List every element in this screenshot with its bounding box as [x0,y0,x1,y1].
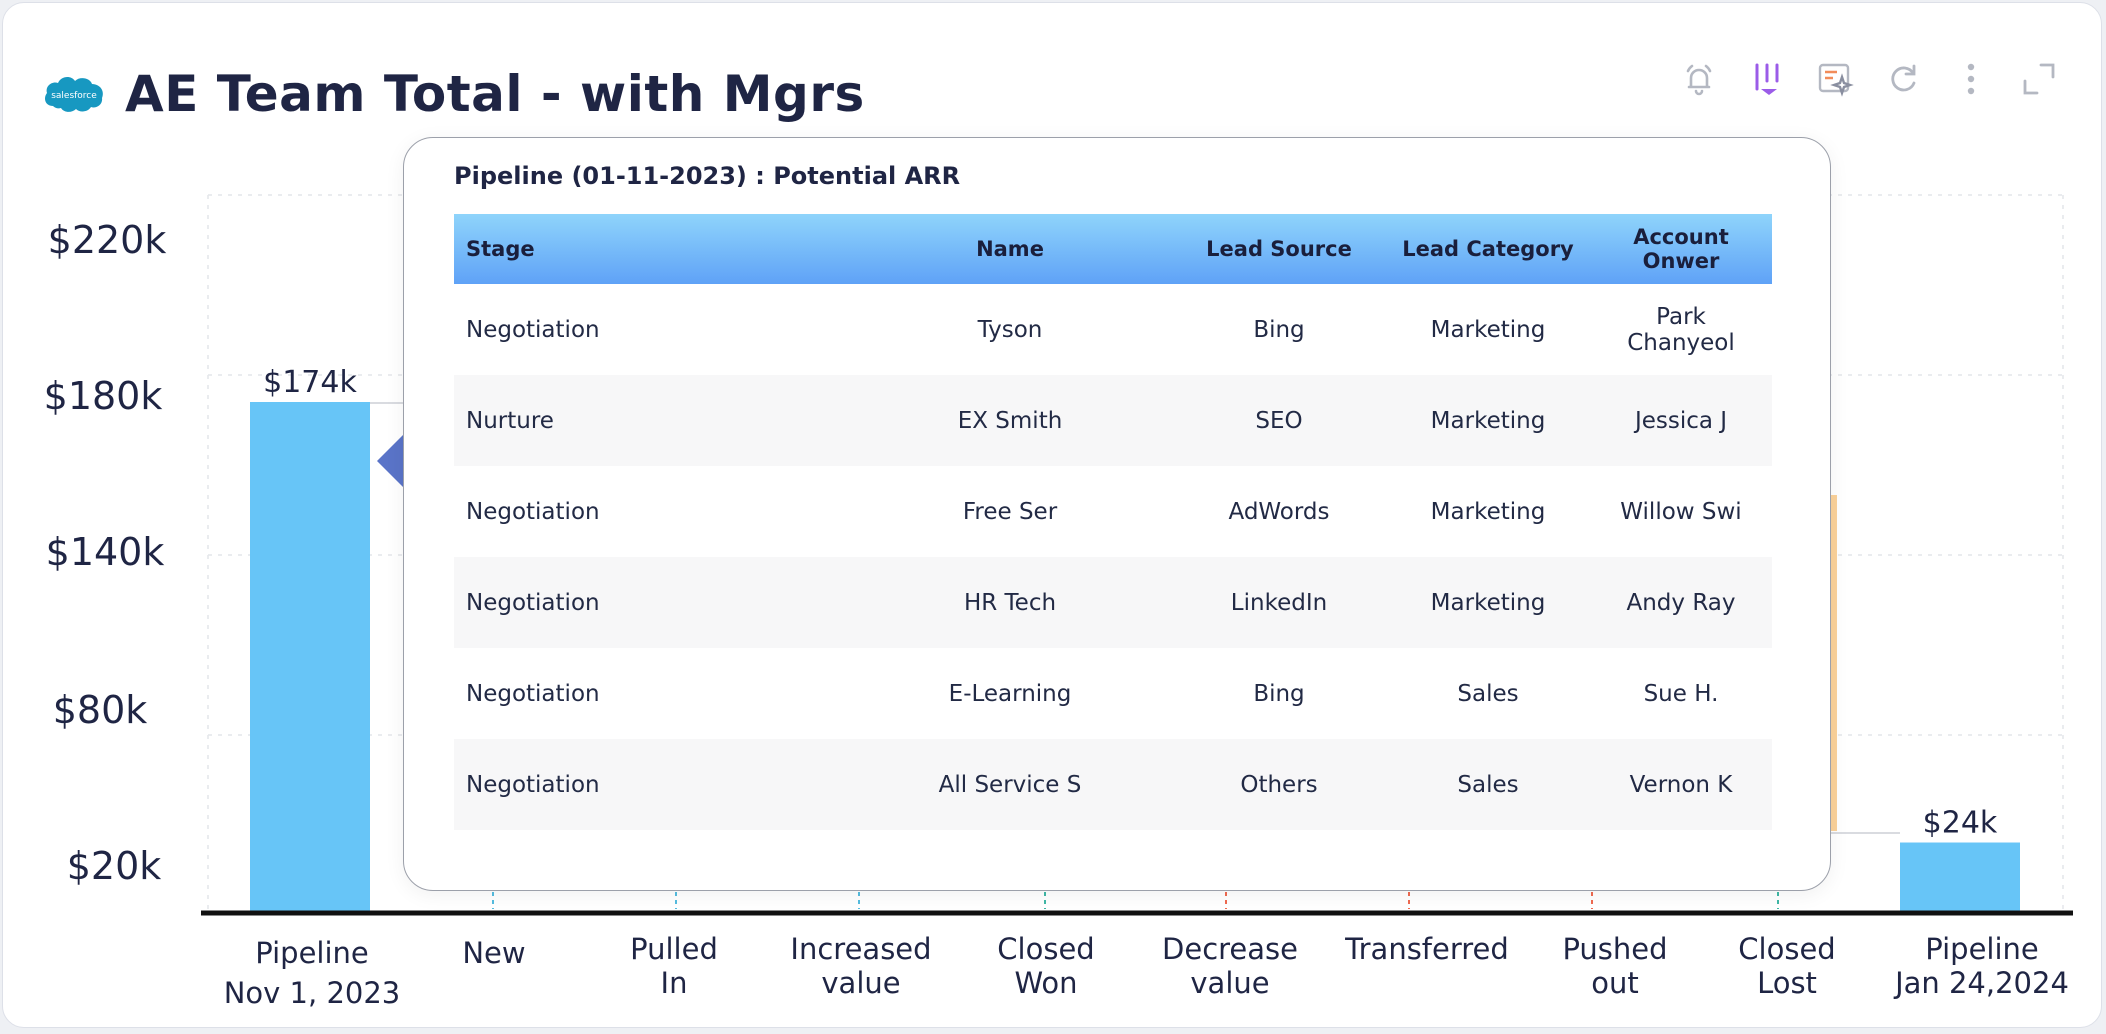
drilldown-popup: Pipeline (01-11-2023) : Potential ARR St… [403,137,1831,891]
cell-lead-category: Marketing [1430,407,1546,434]
records-table: Stage Name Lead Source Lead Category Acc… [454,214,1772,830]
cell-account-owner: Willow Swi [1620,498,1742,525]
cell-stage: Negotiation [466,316,600,343]
cell-lead-category: Marketing [1430,316,1546,343]
refresh-icon[interactable] [1883,59,1923,99]
cell-name: All Service S [938,771,1082,798]
x-tick-label: Pulled [630,932,718,966]
column-header-lead-source[interactable]: Lead Source [1206,237,1352,261]
cell-name: Tyson [977,316,1043,343]
x-tick-label: Lost [1757,966,1817,1000]
cell-account-owner: Park Chanyeol [1627,303,1735,356]
x-tick-label: value [1190,966,1269,1000]
y-tick-label: $80k [53,688,148,732]
cell-lead-source: Others [1240,771,1318,798]
x-tick-label: Increased [790,932,931,966]
y-axis: $220k $180k $140k $80k $20k [44,218,167,888]
cell-stage: Negotiation [466,771,600,798]
x-tick-label: In [661,966,688,1000]
x-tick-label: Transferred [1344,932,1509,966]
cell-lead-source: LinkedIn [1230,589,1328,616]
column-header-name[interactable]: Name [976,237,1044,261]
y-tick-label: $20k [67,844,162,888]
table-row[interactable]: Negotiation Free Ser AdWords Marketing W… [454,466,1772,557]
x-tick-label: Jan 24,2024 [1893,966,2069,1000]
cell-name: EX Smith [957,407,1063,434]
cell-lead-category: Sales [1457,680,1519,707]
waterfall-chart: $220k $180k $140k $80k $20k $174k $24k Pipeli… [44,194,2073,1010]
cell-lead-source: Bing [1253,680,1305,707]
popup-title: Pipeline (01-11-2023) : Potential ARR [454,162,961,190]
widget-toolbar [1679,59,2059,99]
bell-icon[interactable] [1679,59,1719,99]
x-tick-label: Closed [1738,932,1835,966]
x-tick-label: New [462,936,525,970]
column-header-account-owner[interactable]: Account Onwer [1633,225,1729,273]
cell-stage: Negotiation [466,680,600,707]
widget-title: AE Team Total - with Mgrs [125,65,865,123]
cell-lead-category: Sales [1457,771,1519,798]
cell-lead-source: Bing [1253,316,1305,343]
cell-stage: Negotiation [466,589,600,616]
bar-value-label: $174k [263,365,357,400]
cell-lead-category: Marketing [1430,589,1546,616]
bar[interactable] [1900,842,2020,913]
table-row[interactable]: Nurture EX Smith SEO Marketing Jessica J [454,375,1772,466]
x-tick-label: Closed [997,932,1094,966]
x-tick-label: out [1591,966,1639,1000]
y-tick-label: $220k [48,218,167,262]
expand-icon[interactable] [2019,59,2059,99]
x-tick-label: Pushed [1562,932,1667,966]
table-header-row: Stage Name Lead Source Lead Category Acc… [454,214,1772,284]
drilldown-icon[interactable] [1747,59,1787,99]
y-tick-label: $180k [44,374,163,418]
cell-name: Free Ser [962,498,1058,525]
x-tick-label: Decrease [1162,932,1298,966]
column-header-stage[interactable]: Stage [466,237,535,261]
x-tick-label: Pipeline [1925,932,2039,966]
bar[interactable] [250,402,370,913]
table-row[interactable]: Negotiation HR Tech LinkedIn Marketing A… [454,557,1772,648]
cell-lead-source: AdWords [1228,498,1330,525]
y-tick-label: $140k [46,530,165,574]
cell-name: HR Tech [963,589,1057,616]
cell-stage: Negotiation [466,498,600,525]
salesforce-logo: salesforce [45,77,103,112]
cell-name: E-Learning [948,680,1072,707]
column-header-lead-category[interactable]: Lead Category [1402,237,1574,261]
widget-header: salesforce AE Team Total - with Mgrs [43,59,865,129]
cell-account-owner: Jessica J [1634,407,1728,434]
table-row[interactable]: Negotiation All Service S Others Sales V… [454,739,1772,830]
tooltip-pointer [377,433,405,489]
x-tick-label: Pipeline [255,936,369,970]
x-tick-label: Won [1014,966,1077,1000]
cell-lead-source: SEO [1255,407,1303,434]
table-row[interactable]: Negotiation Tyson Bing Marketing Park Ch… [454,284,1772,375]
cell-stage: Nurture [466,407,554,434]
bars: $174k $24k [250,365,2020,913]
cell-account-owner: Andy Ray [1626,589,1736,616]
ai-insight-icon[interactable] [1815,59,1855,99]
cell-account-owner: Sue H. [1643,680,1719,707]
cell-account-owner: Vernon K [1629,771,1733,798]
more-vertical-icon[interactable] [1951,59,1991,99]
bar-partial [1831,495,1837,831]
bar-value-label: $24k [1923,806,1998,841]
x-tick-label: value [821,966,900,1000]
x-tick-label: Nov 1, 2023 [224,976,401,1010]
cell-lead-category: Marketing [1430,498,1546,525]
salesforce-logo-text: salesforce [51,91,97,101]
table-row[interactable]: Negotiation E-Learning Bing Sales Sue H. [454,648,1772,739]
